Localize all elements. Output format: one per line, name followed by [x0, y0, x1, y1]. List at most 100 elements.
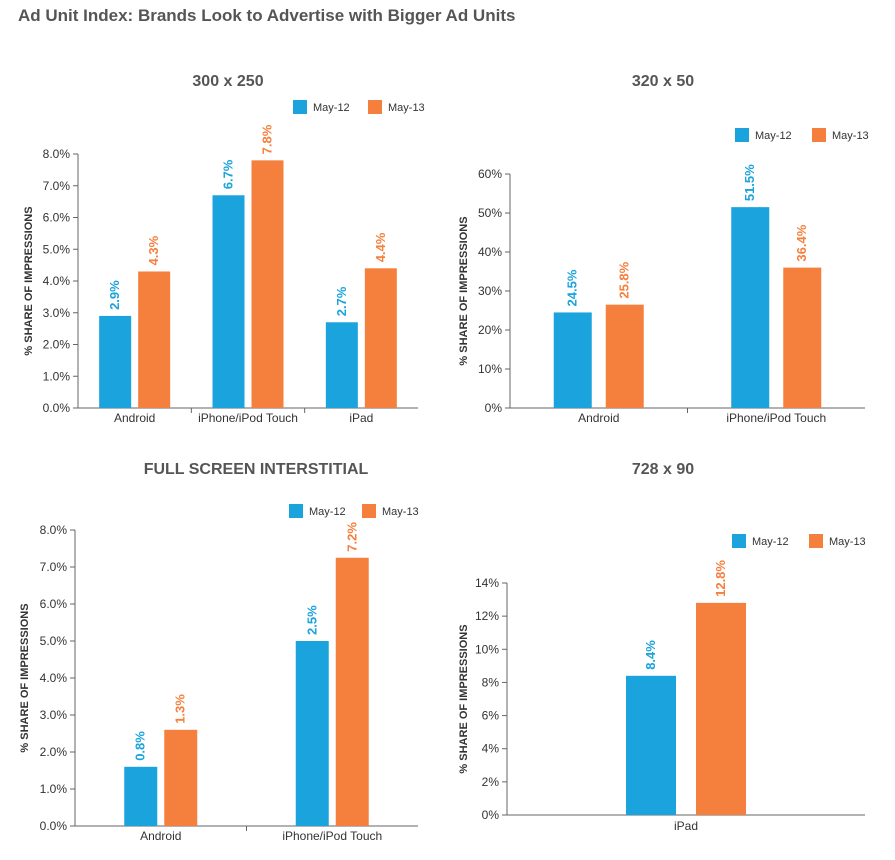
chart-2-data-label-0-1: 2.5% — [304, 605, 319, 635]
chart-0-ytick-label-7: 7.0% — [43, 179, 71, 193]
chart-300x250-svg: 300 x 250 May-12 May-13 % SHARE OF IMPRESSI… — [23, 73, 425, 425]
chart-1-bar-0-0 — [553, 312, 592, 408]
chart-1-data-label-1-0: 25.8% — [617, 261, 632, 298]
chart-0-legend-swatch-1 — [368, 100, 382, 114]
chart-300x250: 300 x 250 May-12 May-13 % SHARE OF IMPRESSI… — [0, 60, 440, 440]
chart-0-ytick-label-8: 8.0% — [43, 147, 71, 161]
chart-320x50: 320 x 50 May-12 May-13 % SHARE OF IMPRESSIO… — [445, 60, 890, 440]
chart-1-bar-1-0 — [605, 304, 644, 408]
chart-1-data-label-0-1: 51.5% — [742, 164, 757, 201]
chart-0-bar-1-2 — [364, 268, 397, 408]
chart-2-category-label-0: Android — [140, 829, 181, 843]
chart-0-bar-0-0 — [99, 315, 132, 408]
chart-0-legend-label-1: May-13 — [388, 102, 425, 114]
chart-3-category-label-0: iPad — [674, 819, 698, 833]
chart-3-ytick-label-0: 0% — [482, 808, 500, 822]
chart-1-category-label-1: iPhone/iPod Touch — [726, 411, 826, 425]
chart-2-data-label-0-0: 0.8% — [133, 731, 148, 761]
chart-3-ytick-label-6: 12% — [475, 609, 499, 623]
chart-1-ytick-label-1: 10% — [478, 362, 502, 376]
chart-0-data-label-0-1: 6.7% — [221, 159, 236, 189]
chart-1-legend-label-1: May-13 — [832, 130, 869, 142]
chart-1-ytick-label-6: 60% — [478, 167, 502, 181]
chart-2-legend-swatch-0 — [289, 504, 303, 518]
chart-full-screen-interstitial-svg: FULL SCREEN INTERSTITIAL May-12 May-13 % SH… — [19, 461, 419, 843]
chart-3-data-label-0-0: 8.4% — [643, 640, 658, 670]
chart-3-title: 728 x 90 — [632, 461, 694, 478]
chart-3-ytick-label-7: 14% — [475, 576, 499, 590]
chart-1-data-label-0-0: 24.5% — [565, 269, 580, 306]
chart-2-ytick-label-5: 5.0% — [40, 634, 68, 648]
chart-0-title: 300 x 250 — [192, 73, 263, 90]
chart-2-data-label-1-0: 1.3% — [173, 694, 188, 724]
chart-0-ytick-label-0: 0.0% — [43, 401, 71, 415]
chart-0-category-label-2: iPad — [349, 411, 373, 425]
chart-3-ytick-label-2: 4% — [482, 742, 500, 756]
chart-1-ytick-label-5: 50% — [478, 206, 502, 220]
chart-0-bar-1-0 — [138, 271, 171, 408]
chart-0-data-label-0-0: 2.9% — [107, 280, 122, 310]
chart-1-ytick-label-4: 40% — [478, 245, 502, 259]
chart-2-legend-swatch-1 — [362, 504, 376, 518]
chart-1-ytick-label-0: 0% — [485, 401, 503, 415]
chart-1-bar-1-1 — [783, 267, 822, 408]
chart-3-ytick-label-4: 8% — [482, 675, 500, 689]
chart-0-legend-swatch-0 — [293, 100, 307, 114]
page-title: Ad Unit Index: Brands Look to Advertise … — [18, 6, 516, 25]
chart-0-ytick-label-2: 2.0% — [43, 338, 71, 352]
chart-0-data-label-0-2: 2.7% — [334, 286, 349, 316]
chart-1-category-label-0: Android — [578, 411, 619, 425]
chart-2-ytick-label-4: 4.0% — [40, 671, 68, 685]
chart-0-ytick-label-4: 4.0% — [43, 274, 71, 288]
chart-728x90: 728 x 90 May-12 May-13 % SHARE OF IMPRESSIO… — [445, 452, 890, 857]
chart-1-legend-label-0: May-12 — [755, 130, 792, 142]
chart-2-ylabel: % SHARE OF IMPRESSIONS — [19, 603, 31, 752]
chart-3-ylabel: % SHARE OF IMPRESSIONS — [458, 624, 470, 773]
chart-1-ytick-label-3: 30% — [478, 284, 502, 298]
chart-1-data-label-1-1: 36.4% — [794, 224, 809, 261]
chart-2-ytick-label-1: 1.0% — [40, 782, 68, 796]
chart-2-bar-1-0 — [164, 729, 198, 826]
chart-2-data-label-1-1: 7.2% — [344, 522, 359, 552]
chart-2-category-label-1: iPhone/iPod Touch — [282, 829, 382, 843]
chart-2-ytick-label-2: 2.0% — [40, 745, 68, 759]
chart-0-legend-label-0: May-12 — [313, 102, 350, 114]
chart-3-legend-label-1: May-13 — [829, 536, 866, 548]
chart-0-data-label-1-0: 4.3% — [146, 235, 161, 265]
chart-0-bar-0-1 — [212, 195, 245, 408]
chart-1-title: 320 x 50 — [632, 73, 694, 90]
chart-3-ytick-label-3: 6% — [482, 709, 500, 723]
chart-3-bar-1-0 — [696, 602, 746, 815]
chart-2-bar-0-1 — [295, 641, 329, 826]
chart-0-ytick-label-6: 6.0% — [43, 211, 71, 225]
chart-0-bar-1-1 — [251, 160, 284, 408]
chart-0-ylabel: % SHARE OF IMPRESSIONS — [23, 206, 35, 355]
chart-3-bar-0-0 — [626, 675, 676, 815]
chart-0-category-label-0: Android — [114, 411, 155, 425]
chart-3-legend-swatch-0 — [732, 534, 746, 548]
chart-0-data-label-1-2: 4.4% — [373, 232, 388, 262]
chart-3-legend-label-0: May-12 — [752, 536, 789, 548]
chart-0-ytick-label-3: 3.0% — [43, 306, 71, 320]
chart-2-ytick-label-6: 6.0% — [40, 597, 68, 611]
chart-3-legend-swatch-1 — [809, 534, 823, 548]
chart-0-ytick-label-1: 1.0% — [43, 369, 71, 383]
chart-1-bar-0-1 — [731, 207, 770, 408]
chart-2-bar-0-0 — [124, 766, 158, 826]
chart-2-ytick-label-3: 3.0% — [40, 708, 68, 722]
chart-3-ytick-label-1: 2% — [482, 775, 500, 789]
chart-3-ytick-label-5: 10% — [475, 642, 499, 656]
chart-full-screen-interstitial: FULL SCREEN INTERSTITIAL May-12 May-13 % SH… — [0, 452, 440, 857]
chart-2-legend-label-0: May-12 — [309, 506, 346, 518]
chart-0-ytick-label-5: 5.0% — [43, 242, 71, 256]
chart-2-ytick-label-8: 8.0% — [40, 523, 68, 537]
chart-2-ytick-label-0: 0.0% — [40, 819, 68, 833]
chart-2-title: FULL SCREEN INTERSTITIAL — [144, 461, 369, 478]
chart-1-legend-swatch-1 — [812, 128, 826, 142]
chart-1-ylabel: % SHARE OF IMPRESSIONS — [458, 216, 470, 365]
chart-320x50-svg: 320 x 50 May-12 May-13 % SHARE OF IMPRESSIO… — [458, 73, 869, 425]
chart-2-ytick-label-7: 7.0% — [40, 560, 68, 574]
chart-2-legend-label-1: May-13 — [382, 506, 419, 518]
chart-0-bar-0-2 — [325, 322, 358, 408]
chart-1-ytick-label-2: 20% — [478, 323, 502, 337]
